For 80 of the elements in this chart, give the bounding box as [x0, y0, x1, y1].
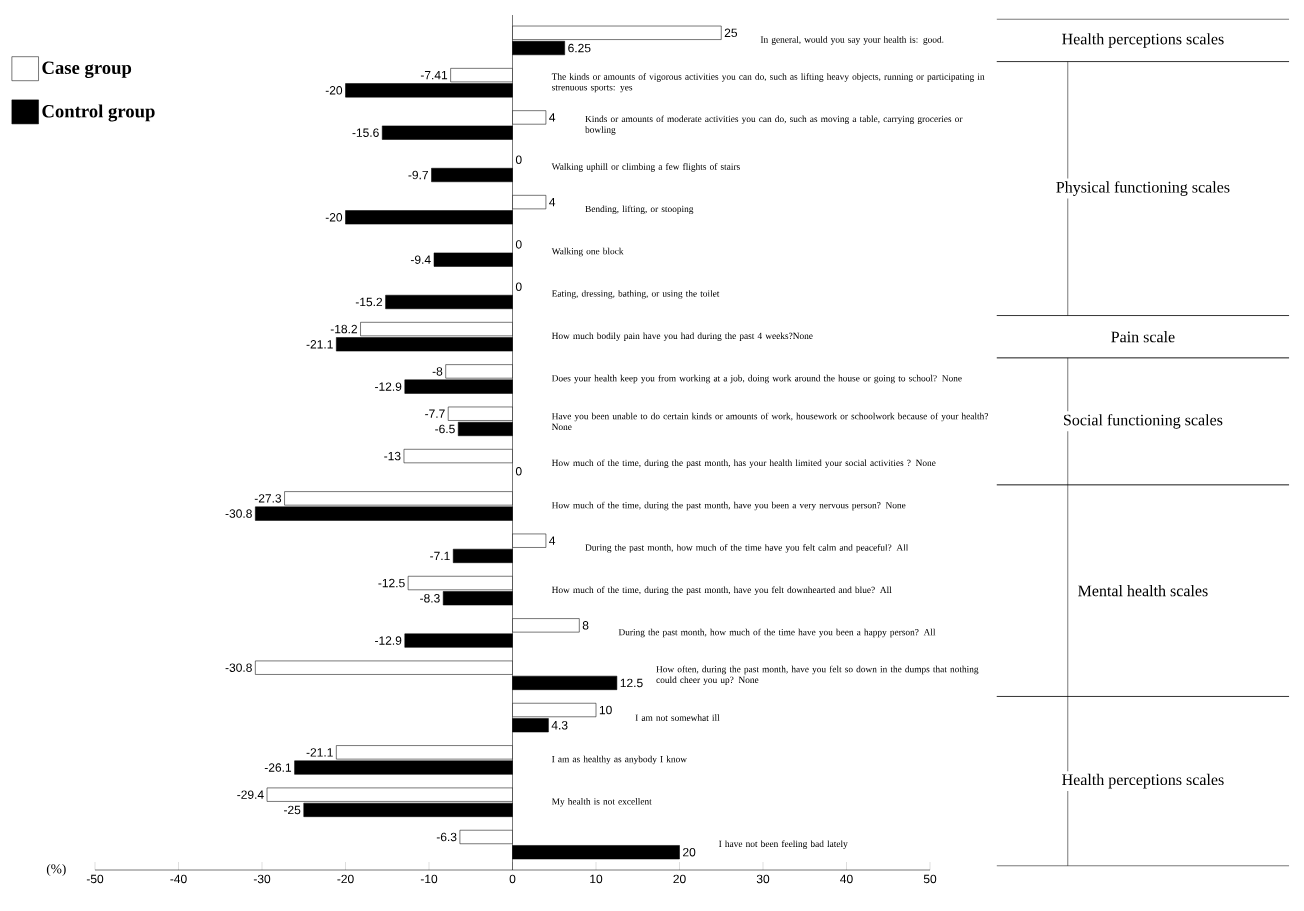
x-tick-label: 40	[840, 874, 853, 884]
x-tick-label: -40	[170, 874, 187, 884]
y-tick-label: During the past month, how much of the time have you felt calm and peaceful? All	[585, 544, 909, 553]
data-label: -9.7	[408, 170, 428, 180]
y-tick-label: Eating, dressing, bathing, or using the toilet	[551, 290, 720, 299]
data-label: -12.5	[378, 578, 405, 588]
y-tick-label: How much bodily pain have you had during the past 4 weeks?None	[551, 332, 813, 341]
y-tick-label: How often, during the past month, have you felt so down in the dumps that nothing could cheer you up? None	[656, 665, 979, 685]
data-label: -9.4	[410, 255, 431, 264]
data-label: 6.25	[568, 43, 591, 53]
data-label: -18.2	[330, 324, 357, 334]
data-label: 0	[515, 467, 522, 476]
text: Health perceptions scales	[1062, 33, 1224, 48]
data-label: -30.8	[225, 663, 252, 672]
y-tick-label: I have not been feeling bad lately	[719, 840, 848, 849]
data-label: -25	[284, 805, 301, 815]
data-label: -29.4	[237, 790, 264, 799]
data-label: -21.1	[306, 340, 333, 349]
data-label: -8	[432, 367, 443, 376]
data-label: 10	[599, 705, 612, 715]
x-tick-label: -10	[420, 874, 438, 884]
data-label: 0	[515, 282, 522, 292]
text: Health perceptions scales	[1062, 773, 1224, 789]
y-tick-label: I am as healthy as anybody I know	[552, 755, 687, 765]
legend-label: Case group	[42, 61, 132, 78]
data-label: 12.5	[620, 678, 643, 688]
data-label: 4.3	[551, 720, 568, 730]
legend-label: Control group	[42, 104, 155, 122]
x-tick-label: 50	[923, 874, 937, 884]
y-tick-label: How much of the time, during the past month, has your health limited your social activities ? None	[551, 459, 936, 468]
data-label: -12.9	[375, 636, 402, 645]
data-label: -26.1	[264, 763, 292, 772]
y-tick-label: Bending, lifting, or stooping	[585, 205, 694, 214]
x-tick-label: 30	[756, 874, 770, 884]
y-tick-label: Kinds or amounts of moderate activities you can do, such as moving a table, carrying groceries or bowling	[585, 115, 963, 135]
data-label: -15.2	[355, 297, 383, 307]
y-tick-label: In general, would you say your health is: good.	[760, 36, 944, 45]
data-label: 0	[515, 155, 522, 165]
data-label: 0	[515, 240, 522, 249]
y-tick-label: Have you been unable to do certain kinds or amounts of work, housework or schoolwork because of your health? None	[551, 412, 989, 430]
data-label: 4	[549, 536, 556, 545]
data-label: -13	[384, 451, 401, 461]
text: Physical functioning scales	[1056, 181, 1230, 196]
x-tick-label: 20	[673, 874, 686, 884]
text: Pain scale	[1111, 331, 1175, 343]
data-label: 8	[582, 621, 589, 630]
text: Social functioning scales	[1064, 413, 1223, 429]
y-tick-label: How much of the time, during the past month, have you been a very nervous person? None	[551, 501, 906, 511]
x-tick-label: 0	[509, 874, 516, 884]
y-tick-label: I am not somewhat ill	[635, 714, 720, 721]
data-label: -21.1	[306, 748, 333, 757]
data-label: -7.7	[425, 409, 445, 418]
data-label: -30.8	[225, 509, 252, 518]
data-label: -7.41	[420, 70, 448, 80]
data-label: 25	[724, 28, 738, 38]
x-tick-label: 10	[590, 874, 603, 884]
data-label: -20	[325, 86, 343, 95]
data-label: -27.3	[254, 494, 282, 503]
y-tick-label: The kinds or amounts of vigorous activities you can do, such as lifting heavy objects, running or participating in strenuous sports: yes	[551, 73, 985, 93]
y-tick-label: Walking uphill or climbing a few flights of stairs	[551, 163, 740, 172]
data-label: -20	[325, 213, 343, 222]
y-tick-label: Walking one block	[551, 247, 624, 257]
x-tick-label: -50	[86, 874, 104, 884]
data-label: 4	[549, 197, 556, 207]
data-label: -15.6	[352, 128, 379, 137]
x-tick-label: -30	[253, 874, 271, 884]
y-tick-label: My health is not excellent	[551, 798, 652, 807]
text: Mental health scales	[1078, 585, 1208, 597]
data-label: -8.3	[420, 594, 440, 603]
data-label: -12.9	[375, 382, 402, 391]
data-label: -7.1	[430, 551, 450, 561]
data-label: -6.3	[436, 832, 457, 842]
y-tick-label: Does your health keep you from working at a job, doing work around the house or going to school? None	[551, 374, 962, 384]
data-label: 20	[683, 847, 696, 857]
y-tick-label: How much of the time, during the past month, have you felt downhearted and blue? All	[551, 586, 892, 595]
data-label: -6.5	[435, 424, 455, 434]
y-tick-label: During the past month, how much of the time have you been a happy person? All	[618, 628, 936, 638]
data-label: 4	[549, 113, 556, 122]
x-tick-label: -20	[337, 874, 354, 884]
x-axis-title: (%)	[46, 863, 66, 877]
